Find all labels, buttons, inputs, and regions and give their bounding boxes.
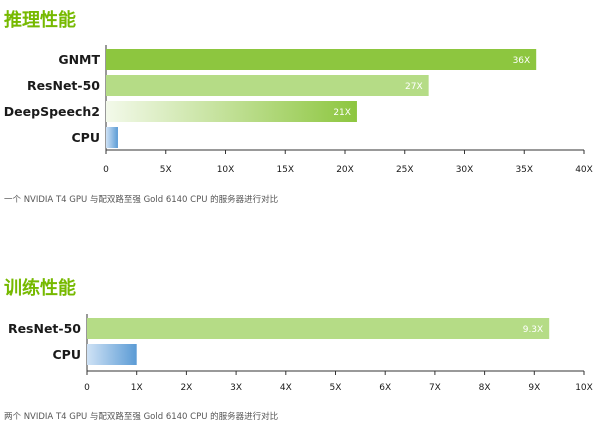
x-tick-label: 40X [575,165,593,175]
training-footnote: 两个 NVIDIA T4 GPU 与配双路至强 Gold 6140 CPU 的服… [4,412,279,422]
category-label: GNMT [58,52,100,67]
bar-deepspeech2 [106,101,357,122]
category-label: ResNet-50 [27,78,100,93]
category-label: CPU [53,347,82,362]
x-tick-label: 25X [396,165,414,175]
x-tick-label: 0 [84,383,90,393]
x-tick-label: 15X [276,165,294,175]
x-tick-label: 7X [429,383,441,393]
bar-resnet-50 [106,75,429,96]
category-label: ResNet-50 [8,321,81,336]
x-tick-label: 5X [330,383,342,393]
x-tick-label: 0 [103,165,109,175]
x-tick-label: 8X [479,383,491,393]
inference-chart: 0 5X 10X 15X 20X 25X 30X 35X 40X GNMT 36X ResNet-50… [4,45,593,175]
x-tick-label: 20X [336,165,354,175]
data-label: 21X [333,108,351,118]
x-tick-label: 2X [180,383,192,393]
bar-resnet-50 [87,318,550,339]
data-label: 27X [405,82,423,92]
inference-footnote: 一个 NVIDIA T4 GPU 与配双路至强 Gold 6140 CPU 的服… [4,195,279,205]
training-section-title: 训练性能 [4,278,76,299]
x-tick-label: 4X [280,383,292,393]
bar-gnmt [106,49,537,70]
category-label: CPU [72,130,101,145]
bar-cpu [106,127,118,148]
x-tick-label: 6X [379,383,391,393]
data-label: 36X [513,56,531,66]
data-label: 9.3X [523,325,543,335]
x-tick-label: 3X [230,383,242,393]
x-tick-label: 5X [160,165,172,175]
x-tick-label: 35X [515,165,533,175]
bar-cpu [87,344,137,365]
inference-section-title: 推理性能 [4,10,76,31]
x-tick-label: 9X [528,383,540,393]
x-tick-label: 30X [456,165,474,175]
training-chart: 0 1X 2X 3X 4X 5X 6X 7X 8X 9X 10X ResNet-50 9.3X CPU [8,314,593,393]
x-tick-label: 1X [131,383,143,393]
category-label: DeepSpeech2 [4,104,100,119]
x-tick-label: 10X [575,383,593,393]
x-tick-label: 10X [217,165,235,175]
